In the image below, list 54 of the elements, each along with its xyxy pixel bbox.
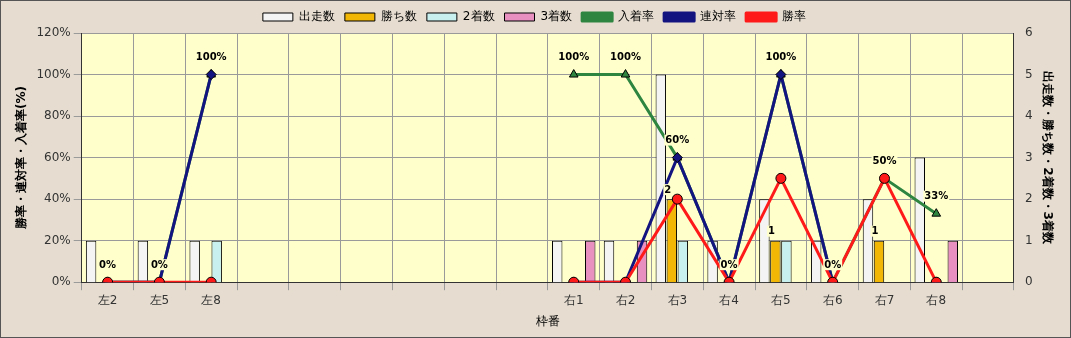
data-label: 1 [767, 225, 775, 237]
x-axis-title: 枠番 [534, 313, 560, 328]
data-label: 33% [924, 190, 949, 202]
y2-axis-title: 出走数・勝ち数・2着数・3着数 [1040, 71, 1055, 245]
y-tick-label: 100% [36, 66, 71, 81]
x-tick-label: 右5 [771, 292, 791, 307]
data-label: 0% [824, 258, 842, 270]
point [620, 69, 631, 78]
y2-tick-label: 6 [1024, 25, 1033, 40]
y2-tick-label: 5 [1024, 66, 1033, 81]
data-label: 0% [150, 258, 168, 270]
y2-tick-label: 0 [1024, 274, 1033, 289]
y-tick-label: 80% [44, 108, 71, 123]
legend-label: 3着数 [540, 9, 573, 24]
x-tick-label: 右8 [926, 292, 947, 307]
x-tick-label: 左8 [201, 292, 222, 307]
legend-label: 勝率 [782, 9, 807, 24]
data-label: 2 [664, 183, 672, 195]
point [775, 172, 787, 184]
y2-tick-label: 4 [1024, 108, 1033, 123]
y-tick-label: 40% [44, 191, 71, 206]
point [568, 69, 579, 78]
x-tick-label: 右4 [719, 292, 739, 307]
y2-tick-label: 1 [1024, 232, 1033, 247]
legend-label: 2着数 [462, 9, 495, 24]
x-tick-label: 左2 [97, 292, 118, 307]
x-tick-label: 右6 [822, 292, 843, 307]
legend-label: 入着率 [618, 9, 655, 24]
x-tick-label: 左5 [149, 292, 170, 307]
data-label: 100% [765, 51, 797, 63]
y2-tick-label: 2 [1024, 191, 1033, 206]
point [671, 193, 683, 205]
y2-tick-label: 3 [1024, 149, 1033, 164]
data-label: 100% [195, 51, 227, 63]
data-label: 100% [610, 51, 641, 63]
data-label: 0% [99, 258, 117, 270]
data-label: 0% [720, 258, 738, 270]
data-label: 1 [871, 225, 879, 237]
legend-label: 勝ち数 [380, 9, 417, 24]
x-tick-label: 右1 [563, 292, 584, 307]
x-tick-label: 右3 [667, 292, 688, 307]
point [931, 208, 942, 217]
y-tick-label: 0% [51, 274, 71, 289]
y-axis-title: 勝率・連対率・入着率(%) [14, 86, 29, 231]
legend-label: 連対率 [700, 9, 737, 24]
y-tick-label: 20% [44, 232, 71, 247]
y-tick-label: 120% [36, 25, 71, 40]
y-tick-label: 60% [44, 149, 71, 164]
data-label: 50% [872, 154, 897, 166]
legend-label: 出走数 [298, 9, 335, 24]
data-label: 100% [558, 51, 590, 63]
data-label: 60% [665, 134, 690, 146]
x-tick-label: 右7 [874, 292, 895, 307]
x-tick-label: 右2 [615, 292, 636, 307]
